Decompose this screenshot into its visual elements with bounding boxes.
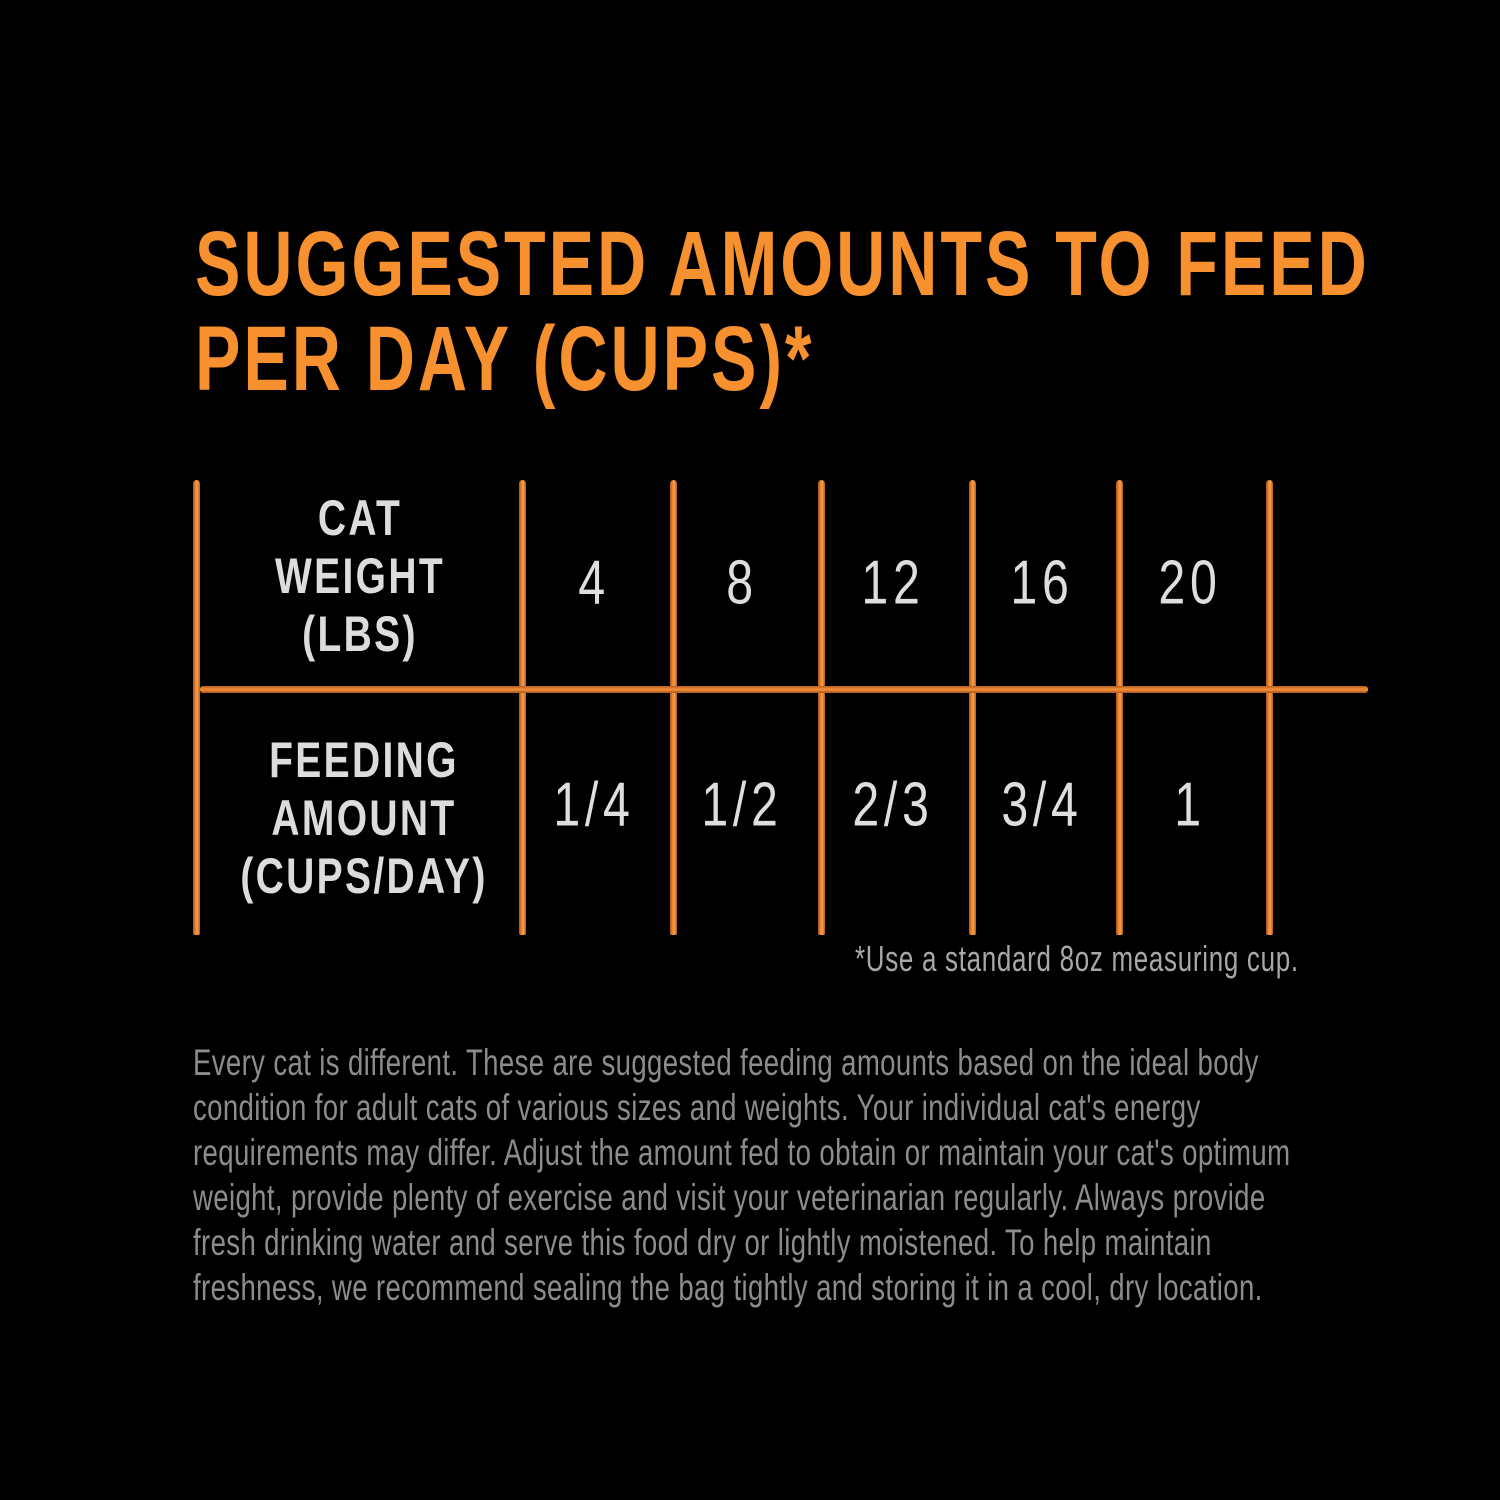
amount-cell: 1 <box>1174 770 1206 840</box>
label-line: FEEDING <box>269 732 459 788</box>
table-divider <box>969 480 976 935</box>
row-label-cat-weight: CAT WEIGHT (LBS) <box>251 489 469 663</box>
label-line: WEIGHT <box>274 548 446 604</box>
amount-cell: 1/2 <box>701 770 783 840</box>
table-divider <box>818 480 825 935</box>
weight-cell: 8 <box>726 548 758 618</box>
table-divider <box>1116 480 1123 935</box>
row-label-feeding-amount: FEEDING AMOUNT (CUPS/DAY) <box>205 731 522 905</box>
table-divider <box>1266 480 1273 935</box>
weight-cell: 16 <box>1010 548 1074 618</box>
label-line: AMOUNT <box>271 790 457 846</box>
title-line-2: PER DAY (CUPS)* <box>195 308 815 410</box>
weight-cell: 20 <box>1158 548 1222 618</box>
label-line: (LBS) <box>302 606 418 662</box>
table-divider <box>519 480 526 935</box>
footnote: *Use a standard 8oz measuring cup. <box>855 938 1299 979</box>
paragraph-line: fresh drinking water and serve this food… <box>193 1222 1212 1263</box>
paragraph-line: condition for adult cats of various size… <box>193 1087 1201 1128</box>
amount-cell: 3/4 <box>1001 770 1083 840</box>
title-line-1: SUGGESTED AMOUNTS TO FEED <box>195 213 1370 315</box>
table-divider <box>193 480 200 935</box>
amount-cell: 2/3 <box>852 770 934 840</box>
paragraph-line: requirements may differ. Adjust the amou… <box>193 1132 1291 1173</box>
row-divider <box>200 686 1368 693</box>
paragraph-line: freshness, we recommend sealing the bag … <box>193 1267 1263 1308</box>
weight-cell: 12 <box>861 548 925 618</box>
weight-cell: 4 <box>578 548 610 618</box>
label-line: (CUPS/DAY) <box>240 848 488 904</box>
table-divider <box>670 480 677 935</box>
paragraph-line: Every cat is different. These are sugges… <box>193 1042 1259 1083</box>
amount-cell: 1/4 <box>553 770 635 840</box>
paragraph-line: weight, provide plenty of exercise and v… <box>193 1177 1266 1218</box>
feeding-guidance-paragraph: Every cat is different. These are sugges… <box>193 1040 1500 1310</box>
label-line: CAT <box>317 490 403 546</box>
